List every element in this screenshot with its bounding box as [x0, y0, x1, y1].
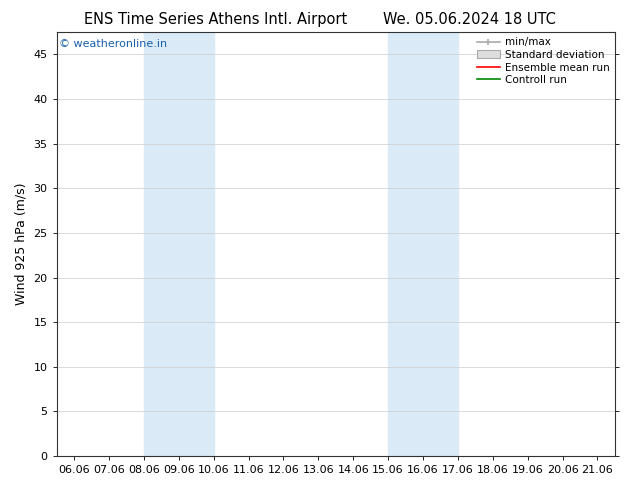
Text: We. 05.06.2024 18 UTC: We. 05.06.2024 18 UTC	[383, 12, 555, 27]
Bar	[388, 32, 458, 456]
Text: ENS Time Series Athens Intl. Airport: ENS Time Series Athens Intl. Airport	[84, 12, 347, 27]
Y-axis label: Wind 925 hPa (m/s): Wind 925 hPa (m/s)	[15, 183, 28, 305]
Legend: min/max, Standard deviation, Ensemble mean run, Controll run: min/max, Standard deviation, Ensemble me…	[474, 34, 612, 88]
Bar	[144, 32, 214, 456]
Text: © weatheronline.in: © weatheronline.in	[60, 39, 167, 49]
